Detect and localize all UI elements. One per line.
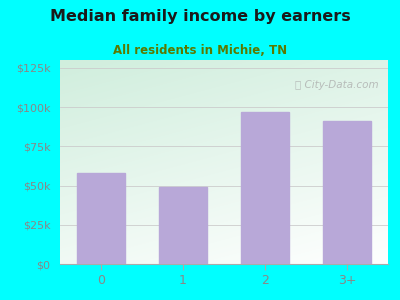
- Bar: [159, 187, 207, 264]
- Text: Ⓜ City-Data.com: Ⓜ City-Data.com: [294, 80, 378, 90]
- Bar: [241, 112, 289, 264]
- Text: All residents in Michie, TN: All residents in Michie, TN: [113, 44, 287, 56]
- Bar: [323, 121, 371, 264]
- Bar: [77, 173, 125, 264]
- Text: Median family income by earners: Median family income by earners: [50, 9, 350, 24]
